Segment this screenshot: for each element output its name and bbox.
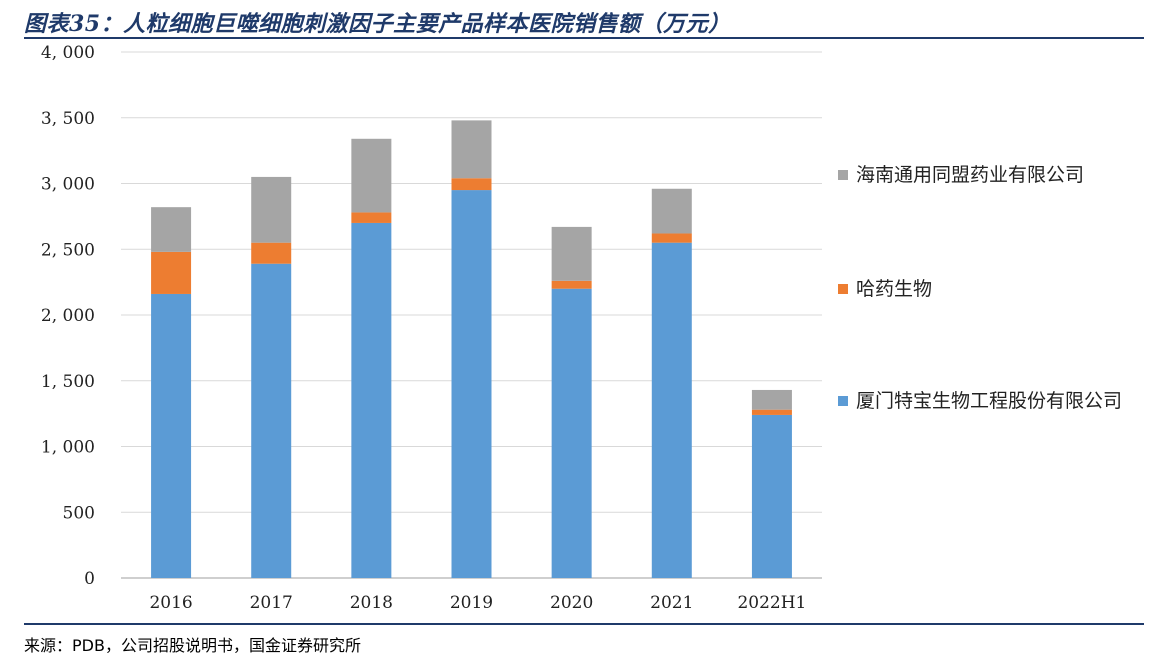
x-tick-label: 2017	[250, 593, 293, 613]
source-note: 来源：PDB，公司招股说明书，国金证券研究所	[24, 636, 361, 655]
bars	[151, 120, 792, 579]
legend-label: 海南通用同盟药业有限公司	[856, 164, 1085, 186]
y-tick-label: 3, 000	[41, 175, 95, 195]
bar-2019-series-0	[451, 190, 492, 578]
legend-label: 哈药生物	[856, 278, 933, 300]
bar-2022H1-series-1	[751, 409, 792, 415]
bar-2017-series-0	[251, 263, 292, 578]
bar-2021-series-2	[651, 188, 692, 234]
y-tick-label: 1, 000	[41, 438, 95, 458]
x-tick-label: 2020	[550, 593, 593, 613]
bar-2021-series-1	[651, 233, 692, 243]
bar-2020-series-2	[551, 226, 592, 281]
bar-2016-series-0	[151, 293, 192, 578]
bar-2017-series-1	[251, 242, 292, 264]
legend-item: 厦门特宝生物工程股份有限公司	[838, 388, 1126, 414]
y-tick-label: 2, 500	[41, 240, 95, 260]
bar-2016-series-1	[151, 251, 192, 294]
bar-2016-series-2	[151, 207, 192, 252]
bar-2018-series-2	[351, 138, 392, 213]
figure-title: 图表35：人粒细胞巨噬细胞刺激因子主要产品样本医院销售额（万元）	[24, 11, 731, 37]
bar-2022H1-series-2	[751, 389, 792, 410]
bar-2022H1-series-0	[751, 414, 792, 578]
bar-2021-series-0	[651, 242, 692, 579]
legend-item: 海南通用同盟药业有限公司	[838, 162, 1126, 188]
axis-labels: 0 500 1, 000 1, 500 2, 000 2, 500 3, 000 3, 500…	[41, 43, 806, 613]
y-tick-label: 500	[63, 503, 95, 523]
source-divider	[24, 623, 1144, 625]
legend-item: 哈药生物	[838, 276, 1126, 302]
bar-2019-series-1	[451, 178, 492, 191]
legend-swatch	[838, 284, 848, 294]
y-tick-label: 2, 000	[41, 306, 95, 326]
gridlines	[121, 51, 822, 513]
x-tick-label: 2016	[149, 593, 192, 613]
y-tick-label: 1, 500	[41, 372, 95, 392]
bar-2018-series-1	[351, 212, 392, 223]
x-tick-label: 2021	[650, 593, 693, 613]
y-tick-label: 3, 500	[41, 109, 95, 129]
x-tick-label: 2018	[350, 593, 393, 613]
y-tick-label: 0	[84, 569, 95, 589]
bar-2017-series-2	[251, 176, 292, 243]
legend-label: 厦门特宝生物工程股份有限公司	[856, 390, 1123, 412]
bar-2020-series-1	[551, 280, 592, 289]
y-tick-label: 4, 000	[41, 43, 95, 63]
title-divider	[24, 37, 1144, 39]
bar-2018-series-0	[351, 222, 392, 578]
x-tick-label: 2022H1	[737, 593, 806, 613]
legend-swatch	[838, 396, 848, 406]
bar-2019-series-2	[451, 120, 492, 179]
x-tick-label: 2019	[450, 593, 493, 613]
bar-2020-series-0	[551, 288, 592, 578]
legend-swatch	[838, 170, 848, 180]
